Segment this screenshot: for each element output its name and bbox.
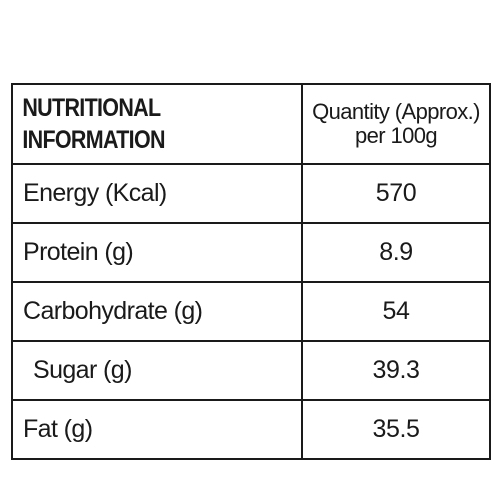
table-row-energy: Energy (Kcal) 570	[11, 163, 491, 224]
table-row-fat: Fat (g) 35.5	[11, 399, 491, 460]
row-label-energy: Energy (Kcal)	[11, 163, 303, 224]
row-value-fat: 35.5	[301, 399, 491, 460]
row-label-sugar: Sugar (g)	[11, 340, 303, 401]
table-row-carbohydrate: Carbohydrate (g) 54	[11, 281, 491, 342]
table-row-protein: Protein (g) 8.9	[11, 222, 491, 283]
nutrition-table: NUTRITIONAL INFORMATION Quantity (Approx…	[11, 83, 491, 460]
header-label-line2: INFORMATION	[22, 126, 165, 154]
row-value-energy: 570	[301, 163, 491, 224]
header-label-cell: NUTRITIONAL INFORMATION	[11, 83, 263, 165]
header-value-line2: per 100g	[354, 123, 438, 148]
table-row-sugar: Sugar (g) 39.3	[11, 340, 491, 401]
row-value-carbohydrate: 54	[301, 281, 491, 342]
header-label-line1: NUTRITIONAL	[22, 94, 161, 122]
table-header-row: NUTRITIONAL INFORMATION Quantity (Approx…	[11, 83, 491, 165]
row-label-protein: Protein (g)	[11, 222, 303, 283]
row-value-sugar: 39.3	[301, 340, 491, 401]
row-label-carbohydrate: Carbohydrate (g)	[11, 281, 303, 342]
row-value-protein: 8.9	[301, 222, 491, 283]
header-value-cell: Quantity (Approx.) per 100g	[301, 83, 491, 165]
header-value-line1: Quantity (Approx.)	[312, 99, 480, 124]
row-label-fat: Fat (g)	[11, 399, 303, 460]
